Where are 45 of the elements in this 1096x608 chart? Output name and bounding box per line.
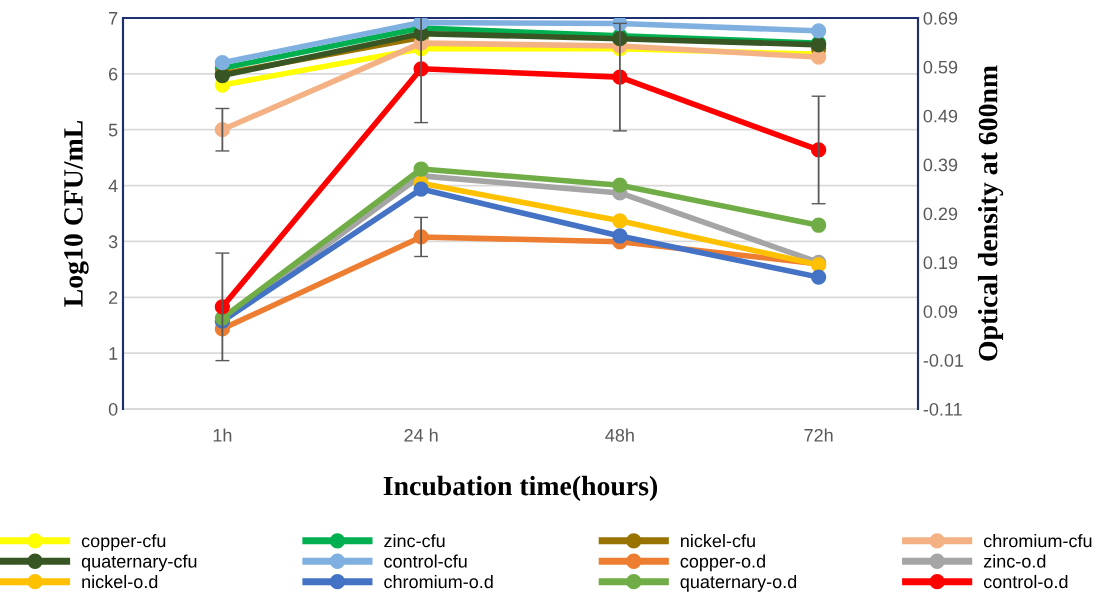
legend-label: nickel-o.d bbox=[82, 574, 158, 589]
y2-tick-label: 0.19 bbox=[923, 256, 958, 270]
legend-label: control-cfu bbox=[384, 554, 467, 568]
legend-label: copper-o.d bbox=[680, 554, 765, 572]
y-tick-label: 0 bbox=[108, 402, 118, 416]
x-tick-label: 24 h bbox=[404, 428, 438, 442]
legend-label: zinc-o.d bbox=[983, 554, 1046, 568]
y2-tick-label: 0.49 bbox=[923, 109, 958, 123]
point bbox=[612, 228, 628, 244]
y-tick-label: 3 bbox=[108, 235, 118, 249]
y-axis-title: Log10 CFU/mL bbox=[64, 120, 89, 307]
legend-label: chromium-o.d bbox=[384, 574, 493, 589]
y-tick-label: 6 bbox=[109, 67, 118, 81]
point bbox=[612, 177, 628, 193]
point bbox=[413, 161, 429, 177]
legend-label: zinc-cfu bbox=[384, 534, 445, 548]
y2-tick-label: 0.29 bbox=[923, 207, 958, 221]
x-tick-label: 1h bbox=[213, 428, 232, 442]
y2-tick-label: 0.59 bbox=[923, 60, 958, 74]
y2-tick-label: 0.09 bbox=[923, 305, 958, 318]
point bbox=[214, 55, 231, 71]
legend-label: quaternary-cfu bbox=[81, 554, 197, 572]
y2-tick-label: -0.01 bbox=[923, 354, 964, 367]
point bbox=[612, 213, 628, 229]
point bbox=[810, 269, 827, 285]
legend-label: chromium-cfu bbox=[983, 534, 1092, 548]
legend-label: control-o.d bbox=[983, 574, 1068, 589]
y-tick-label: 7 bbox=[109, 12, 118, 25]
legend-label: quaternary-o.d bbox=[680, 574, 797, 592]
y2-tick-label: 0.39 bbox=[923, 158, 958, 172]
y2-tick-label: -0.11 bbox=[923, 402, 962, 416]
y-tick-label: 2 bbox=[109, 291, 118, 304]
point bbox=[413, 181, 429, 197]
point bbox=[810, 23, 827, 39]
y-tick-label: 1 bbox=[109, 347, 118, 360]
legend-label: copper-cfu bbox=[81, 534, 166, 551]
y2-tick-label: 0.69 bbox=[923, 11, 958, 25]
x-axis-title: Incubation time(hours) bbox=[383, 475, 658, 502]
legend-label: nickel-cfu bbox=[681, 534, 755, 548]
point bbox=[810, 217, 827, 233]
x-tick-label: 72h bbox=[804, 428, 833, 442]
x-tick-label: 48h bbox=[605, 428, 634, 442]
y2-axis-title: Optical density at 600nm bbox=[977, 65, 1004, 361]
y-tick-label: 4 bbox=[108, 179, 118, 193]
y-tick-label: 5 bbox=[108, 123, 118, 137]
